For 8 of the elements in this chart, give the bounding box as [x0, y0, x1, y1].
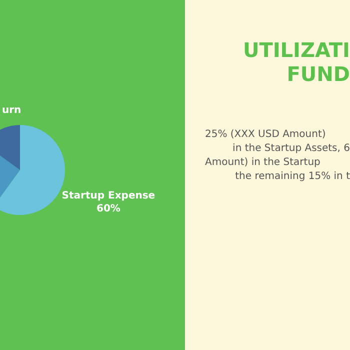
slice-label: Startup Expense [62, 190, 156, 202]
text: the remaining 15% in t [234, 170, 350, 184]
text: UTILIZATI FUND [242, 38, 350, 86]
data-label: 60% [96, 204, 120, 215]
slice-label: urn [2, 105, 22, 116]
text: in the Startup Assets, 6 [232, 142, 350, 156]
text: Amount) in the Startup [205, 156, 322, 170]
text: 25% (XXX USD Amount) [205, 128, 327, 142]
